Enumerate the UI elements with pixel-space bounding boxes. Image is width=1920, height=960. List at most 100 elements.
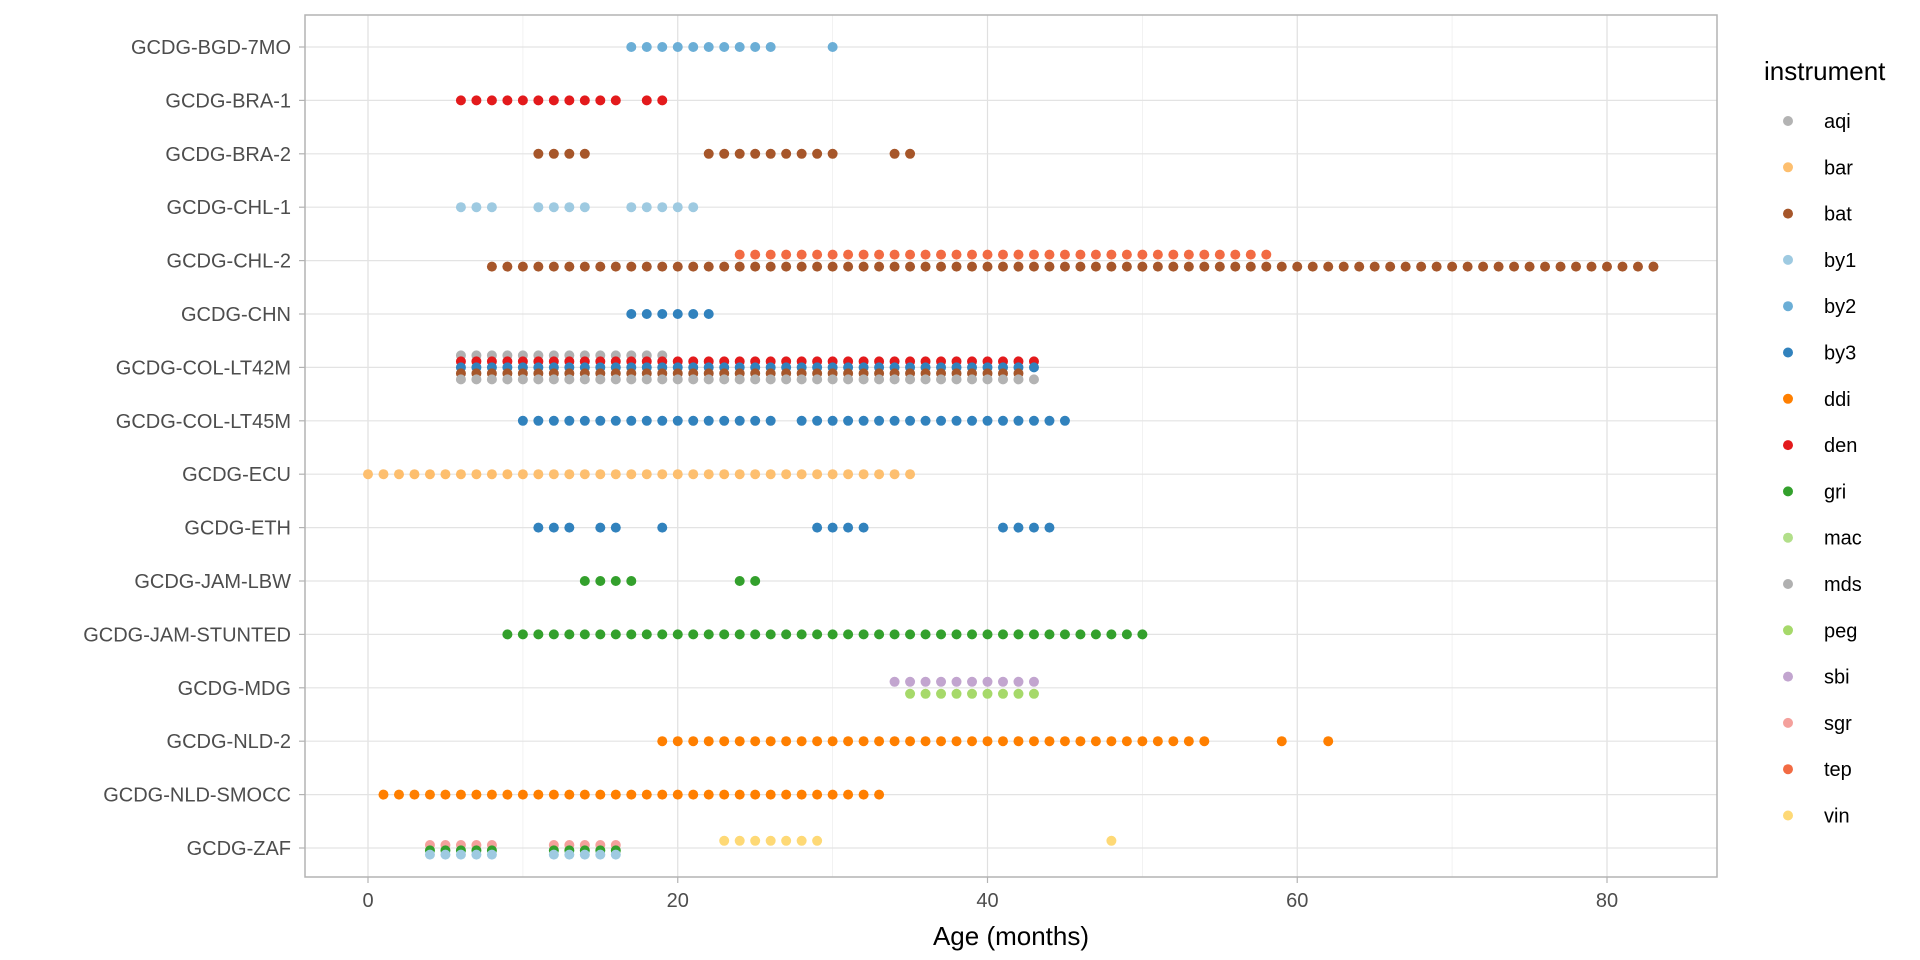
series-gcdg-col-lt42m-aqi <box>455 374 1039 385</box>
data-point <box>719 261 730 272</box>
y-tick-label: GCDG-JAM-LBW <box>134 571 291 593</box>
data-point <box>424 469 435 480</box>
data-point <box>1137 261 1148 272</box>
data-point <box>657 415 668 426</box>
data-point <box>486 374 497 385</box>
data-point <box>548 415 559 426</box>
data-point <box>920 415 931 426</box>
data-point <box>905 261 916 272</box>
data-point <box>1261 261 1272 272</box>
data-point <box>1276 736 1287 747</box>
data-point <box>874 469 885 480</box>
data-point <box>827 42 838 52</box>
data-point <box>796 629 807 640</box>
data-point <box>936 415 947 426</box>
data-point <box>1214 261 1225 272</box>
data-point <box>765 42 776 52</box>
data-point <box>1168 736 1179 747</box>
data-point <box>579 629 590 640</box>
data-point <box>750 415 761 426</box>
data-point <box>920 736 931 747</box>
data-point <box>1075 249 1086 260</box>
data-point <box>905 415 916 426</box>
data-point <box>595 576 606 586</box>
data-point <box>672 469 683 480</box>
data-point <box>548 202 559 213</box>
data-point <box>827 789 838 800</box>
data-point <box>1075 629 1086 640</box>
data-point <box>1059 629 1070 640</box>
data-point <box>533 261 544 272</box>
data-point <box>997 629 1008 640</box>
data-point <box>688 374 699 385</box>
data-point <box>967 249 978 260</box>
y-tick-label: GCDG-ETH <box>184 518 291 540</box>
data-point <box>595 261 606 272</box>
data-point <box>997 261 1008 272</box>
data-point <box>1602 261 1612 272</box>
data-point <box>982 261 993 272</box>
data-point <box>997 736 1008 747</box>
data-point <box>564 415 575 426</box>
data-point <box>1400 261 1411 272</box>
data-point <box>1121 261 1132 272</box>
data-point <box>920 688 931 699</box>
series-gcdg-nld-2-ddi <box>657 736 1334 747</box>
data-point <box>765 415 776 426</box>
data-point <box>595 374 606 385</box>
data-point <box>827 148 838 159</box>
data-point <box>471 202 482 213</box>
data-point <box>781 148 792 159</box>
data-point <box>967 629 978 640</box>
legend-key-gri <box>1783 486 1793 497</box>
y-tick-label: GCDG-CHL-1 <box>167 197 291 219</box>
series-gcdg-chl-2-tep <box>734 249 1272 260</box>
data-point <box>641 374 652 385</box>
data-point <box>626 202 637 213</box>
data-point <box>951 261 962 272</box>
data-point <box>517 261 528 272</box>
data-point <box>982 249 993 260</box>
data-point <box>734 42 745 52</box>
data-point <box>905 469 916 480</box>
data-point <box>734 261 745 272</box>
data-point <box>1230 249 1241 260</box>
y-tick-label: GCDG-COL-LT45M <box>116 411 291 433</box>
data-point <box>471 374 482 385</box>
data-point <box>393 469 404 480</box>
data-point <box>905 148 916 159</box>
data-point <box>997 676 1008 687</box>
data-point <box>1276 261 1287 272</box>
data-point <box>920 249 931 260</box>
data-point <box>781 261 792 272</box>
legend-label-aqi: aqi <box>1824 111 1851 133</box>
data-point <box>858 415 869 426</box>
data-point <box>1013 261 1024 272</box>
data-point <box>734 148 745 159</box>
data-point <box>502 629 513 640</box>
data-point <box>641 469 652 480</box>
data-point <box>672 42 683 52</box>
data-point <box>719 629 730 640</box>
data-point <box>393 789 404 800</box>
legend-label-bat: bat <box>1824 204 1852 226</box>
data-point <box>672 261 683 272</box>
data-point <box>641 261 652 272</box>
data-point <box>1137 736 1148 747</box>
data-point <box>843 249 854 260</box>
data-point <box>564 202 575 213</box>
y-tick-label: GCDG-MDG <box>178 678 291 700</box>
data-point <box>440 849 451 860</box>
data-point <box>548 148 559 159</box>
data-point <box>1059 261 1070 272</box>
data-point <box>564 789 575 800</box>
series-gcdg-col-lt42m-den <box>455 356 1039 367</box>
data-point <box>734 789 745 800</box>
data-point <box>688 629 699 640</box>
data-point <box>688 789 699 800</box>
data-point <box>982 415 993 426</box>
data-point <box>455 95 466 106</box>
data-point <box>750 789 761 800</box>
data-point <box>997 249 1008 260</box>
data-point <box>827 469 838 480</box>
